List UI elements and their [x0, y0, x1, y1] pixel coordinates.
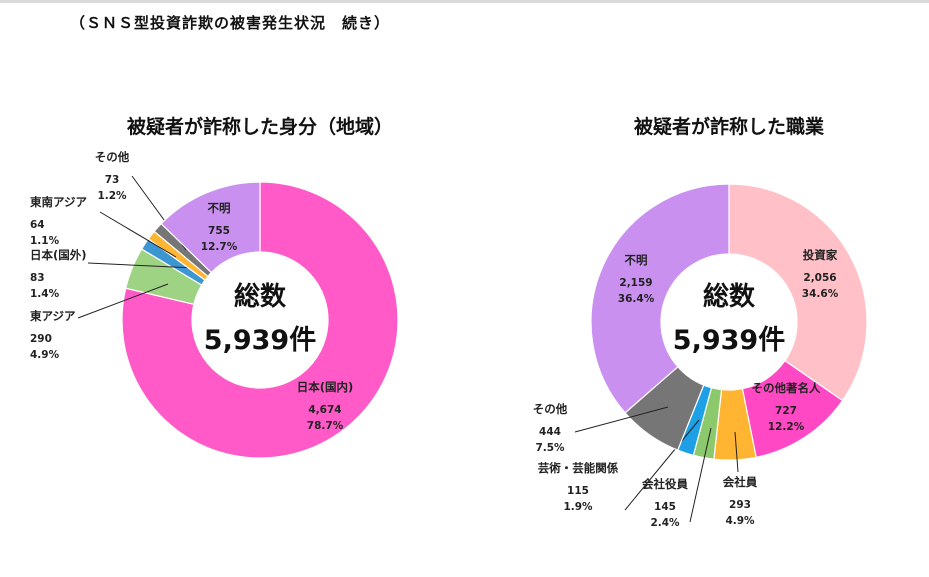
occupation-label-count-芸術-芸能関係: 115: [567, 485, 589, 497]
occupation-label-name-会社員: 会社員: [722, 475, 758, 489]
occupation-slice-投資家: [728, 183, 868, 402]
occupation-label-count-その他著名人: 727: [775, 405, 797, 417]
region-label-percent-その他: 1.2%: [97, 190, 127, 202]
region-slice-不明: [160, 181, 261, 274]
chart-title-region: 被疑者が詐称した身分（地域）: [126, 116, 394, 138]
page-title: （ＳＮＳ型投資詐欺の被害発生状況 続き）: [70, 14, 391, 32]
region-label-percent-東南アジア: 1.1%: [30, 235, 60, 247]
occupation-label-count-不明: 2,159: [619, 277, 652, 289]
occupation-label-count-その他: 444: [539, 426, 561, 438]
occupation-label-percent-芸術-芸能関係: 1.9%: [563, 501, 593, 513]
occupation-label-count-会社役員: 145: [654, 501, 676, 513]
center-label-occupation: 総数: [702, 282, 756, 312]
region-slice-日本国内: [121, 181, 399, 459]
region-label-count-東南アジア: 64: [30, 219, 45, 231]
region-leader-line-東アジア: [77, 283, 169, 319]
occupation-label-count-投資家: 2,056: [803, 272, 836, 284]
occupation-leader-line-会社員: [734, 431, 739, 473]
occupation-label-percent-不明: 36.4%: [618, 293, 655, 305]
occupation-label-count-会社員: 293: [729, 499, 751, 511]
region-label-name-東アジア: 東アジア: [30, 309, 76, 323]
center-label-region: 総数: [233, 282, 287, 312]
occupation-label-name-会社役員: 会社役員: [641, 477, 688, 491]
occupation-leader-line-その他: [574, 406, 669, 433]
occupation-leader-line-会社役員: [689, 427, 712, 523]
region-label-percent-不明: 12.7%: [201, 241, 238, 253]
region-label-name-不明: 不明: [208, 201, 231, 215]
occupation-label-name-その他著名人: その他著名人: [752, 381, 821, 395]
occupation-label-name-芸術-芸能関係: 芸術・芸能関係: [538, 461, 619, 475]
region-label-percent-東アジア: 4.9%: [30, 349, 60, 361]
region-label-count-不明: 755: [208, 225, 230, 237]
region-label-name-日本国外: 日本(国外): [30, 248, 87, 262]
region-leader-line-東南アジア: [99, 211, 177, 258]
occupation-label-name-その他: その他: [533, 402, 568, 416]
region-label-count-日本国内: 4,674: [308, 404, 341, 416]
region-label-name-東南アジア: 東南アジア: [30, 195, 88, 209]
center-value-region: 5,939件: [203, 325, 317, 356]
region-label-count-東アジア: 290: [30, 333, 52, 345]
region-leader-line-日本国外: [87, 262, 196, 269]
center-value-occupation: 5,939件: [672, 325, 786, 356]
occupation-slice-不明: [590, 183, 730, 414]
occupation-leader-line-芸術-芸能関係: [624, 419, 700, 511]
occupation-label-percent-投資家: 34.6%: [802, 288, 839, 300]
occupation-label-percent-その他: 7.5%: [535, 442, 565, 454]
region-label-percent-日本国内: 78.7%: [307, 420, 344, 432]
chart-title-occupation: 被疑者が詐称した職業: [633, 116, 825, 138]
occupation-label-name-投資家: 投資家: [803, 248, 838, 262]
region-label-count-日本国外: 83: [30, 272, 45, 284]
top-rule: [0, 0, 929, 3]
occupation-label-name-不明: 不明: [625, 253, 648, 267]
region-label-name-その他: その他: [95, 150, 130, 164]
occupation-label-percent-その他著名人: 12.2%: [768, 421, 805, 433]
occupation-label-percent-会社役員: 2.4%: [650, 517, 680, 529]
region-label-count-その他: 73: [105, 174, 120, 186]
region-label-name-日本国内: 日本(国内): [297, 380, 354, 394]
region-label-percent-日本国外: 1.4%: [30, 288, 60, 300]
occupation-label-percent-会社員: 4.9%: [725, 515, 755, 527]
